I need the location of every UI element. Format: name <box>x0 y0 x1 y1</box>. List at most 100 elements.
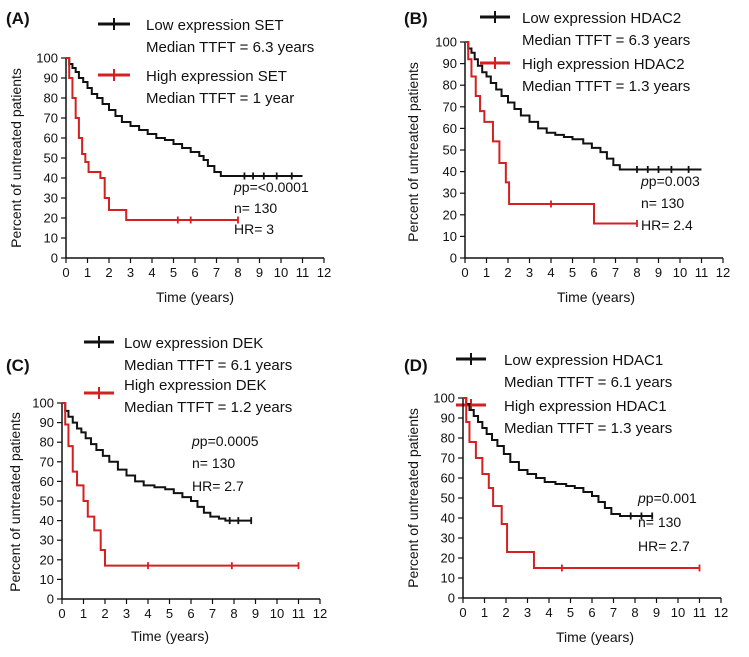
y-tick-label: 30 <box>441 531 455 546</box>
x-tick-label: 9 <box>653 605 660 620</box>
x-axis-title: Time (years) <box>557 289 635 305</box>
y-tick-label: 70 <box>44 111 58 126</box>
y-tick-label: 90 <box>443 56 457 71</box>
y-tick-label: 40 <box>443 164 457 179</box>
x-tick-label: 2 <box>504 265 511 280</box>
y-tick-label: 100 <box>435 35 457 50</box>
legend-median-high: Median TTFT = 1.2 years <box>124 399 292 416</box>
x-tick-label: 12 <box>716 265 730 280</box>
x-tick-label: 4 <box>144 606 151 621</box>
x-axis-title: Time (years) <box>556 629 634 645</box>
x-tick-label: 5 <box>567 605 574 620</box>
low-expression-curve <box>463 397 653 517</box>
hr-value: HR= 2.7 <box>192 478 244 494</box>
x-tick-label: 11 <box>292 606 306 621</box>
x-tick-label: 7 <box>209 606 216 621</box>
y-axis-title: Percent of untreated patients <box>405 408 421 588</box>
x-tick-label: 12 <box>317 265 331 280</box>
x-tick-label: 5 <box>170 265 177 280</box>
x-tick-label: 10 <box>671 605 685 620</box>
y-tick-label: 100 <box>36 51 58 66</box>
y-tick-label: 20 <box>40 552 54 567</box>
y-tick-label: 20 <box>44 211 58 226</box>
y-tick-label: 30 <box>443 186 457 201</box>
y-tick-label: 10 <box>441 571 455 586</box>
x-tick-label: 8 <box>230 606 237 621</box>
panel-d: (D) Low expression HDAC1 Median TTFT = 6… <box>404 352 728 645</box>
x-tick-label: 4 <box>545 605 552 620</box>
y-tick-label: 60 <box>40 474 54 489</box>
x-tick-label: 9 <box>655 265 662 280</box>
p-value-text: p=<0.0001 <box>242 179 309 195</box>
legend-label-low: Low expression SET <box>146 17 284 34</box>
x-tick-label: 1 <box>483 265 490 280</box>
legend-label-low: Low expression HDAC1 <box>504 352 663 369</box>
panel-c: (C) Low expression DEK Median TTFT = 6.1… <box>6 335 327 644</box>
y-tick-label: 0 <box>450 251 457 266</box>
x-tick-label: 4 <box>547 265 554 280</box>
low-expression-curve <box>66 57 303 177</box>
legend-median-high: Median TTFT = 1.3 years <box>522 78 690 95</box>
x-tick-label: 6 <box>588 605 595 620</box>
legend-median-high: Median TTFT = 1 year <box>146 90 294 107</box>
low-expression-curve <box>62 402 252 522</box>
y-tick-label: 50 <box>44 151 58 166</box>
y-tick-label: 30 <box>44 191 58 206</box>
x-tick-label: 2 <box>101 606 108 621</box>
legend-label-high: High expression HDAC1 <box>504 398 667 415</box>
legend-label-low: Low expression DEK <box>124 335 263 352</box>
y-tick-label: 10 <box>443 229 457 244</box>
x-tick-label: 6 <box>191 265 198 280</box>
high-expression-curve <box>62 402 299 567</box>
y-tick-label: 70 <box>441 451 455 466</box>
x-tick-label: 4 <box>148 265 155 280</box>
y-tick-label: 80 <box>443 78 457 93</box>
panel-label: (D) <box>404 356 428 375</box>
x-tick-label: 6 <box>590 265 597 280</box>
legend-median-low: Median TTFT = 6.3 years <box>522 32 690 49</box>
y-tick-label: 90 <box>40 415 54 430</box>
legend-median-low: Median TTFT = 6.1 years <box>124 357 292 374</box>
legend-median-low: Median TTFT = 6.1 years <box>504 374 672 391</box>
x-tick-label: 7 <box>610 605 617 620</box>
x-tick-label: 8 <box>234 265 241 280</box>
y-tick-label: 80 <box>441 431 455 446</box>
x-tick-label: 10 <box>274 265 288 280</box>
x-tick-label: 9 <box>252 606 259 621</box>
p-value: pp=0.003 <box>640 173 700 189</box>
low-expression-curve <box>465 41 702 171</box>
x-tick-label: 10 <box>270 606 284 621</box>
x-tick-label: 8 <box>631 605 638 620</box>
panel-label: (B) <box>404 9 428 28</box>
x-tick-label: 3 <box>524 605 531 620</box>
y-axis-title: Percent of untreated patients <box>7 412 23 592</box>
y-tick-label: 90 <box>441 411 455 426</box>
p-value-text: p=0.0005 <box>200 433 259 449</box>
y-tick-label: 80 <box>40 435 54 450</box>
legend-median-high: Median TTFT = 1.3 years <box>504 420 672 437</box>
p-value: pp=0.001 <box>637 490 697 506</box>
legend-label-low: Low expression HDAC2 <box>522 10 681 27</box>
x-tick-label: 8 <box>633 265 640 280</box>
y-tick-label: 10 <box>44 231 58 246</box>
x-tick-label: 7 <box>213 265 220 280</box>
x-tick-label: 5 <box>166 606 173 621</box>
x-tick-label: 0 <box>459 605 466 620</box>
x-tick-label: 7 <box>612 265 619 280</box>
y-tick-label: 0 <box>47 592 54 607</box>
x-tick-label: 2 <box>105 265 112 280</box>
y-axis-title: Percent of untreated patients <box>8 68 24 248</box>
y-tick-label: 20 <box>443 207 457 222</box>
high-expression-curve <box>463 397 700 569</box>
x-tick-label: 12 <box>714 605 728 620</box>
legend-median-low: Median TTFT = 6.3 years <box>146 39 314 56</box>
y-tick-label: 50 <box>441 491 455 506</box>
y-tick-label: 10 <box>40 572 54 587</box>
y-tick-label: 40 <box>44 171 58 186</box>
hr-value: HR= 2.7 <box>638 538 690 554</box>
x-tick-label: 11 <box>296 265 310 280</box>
